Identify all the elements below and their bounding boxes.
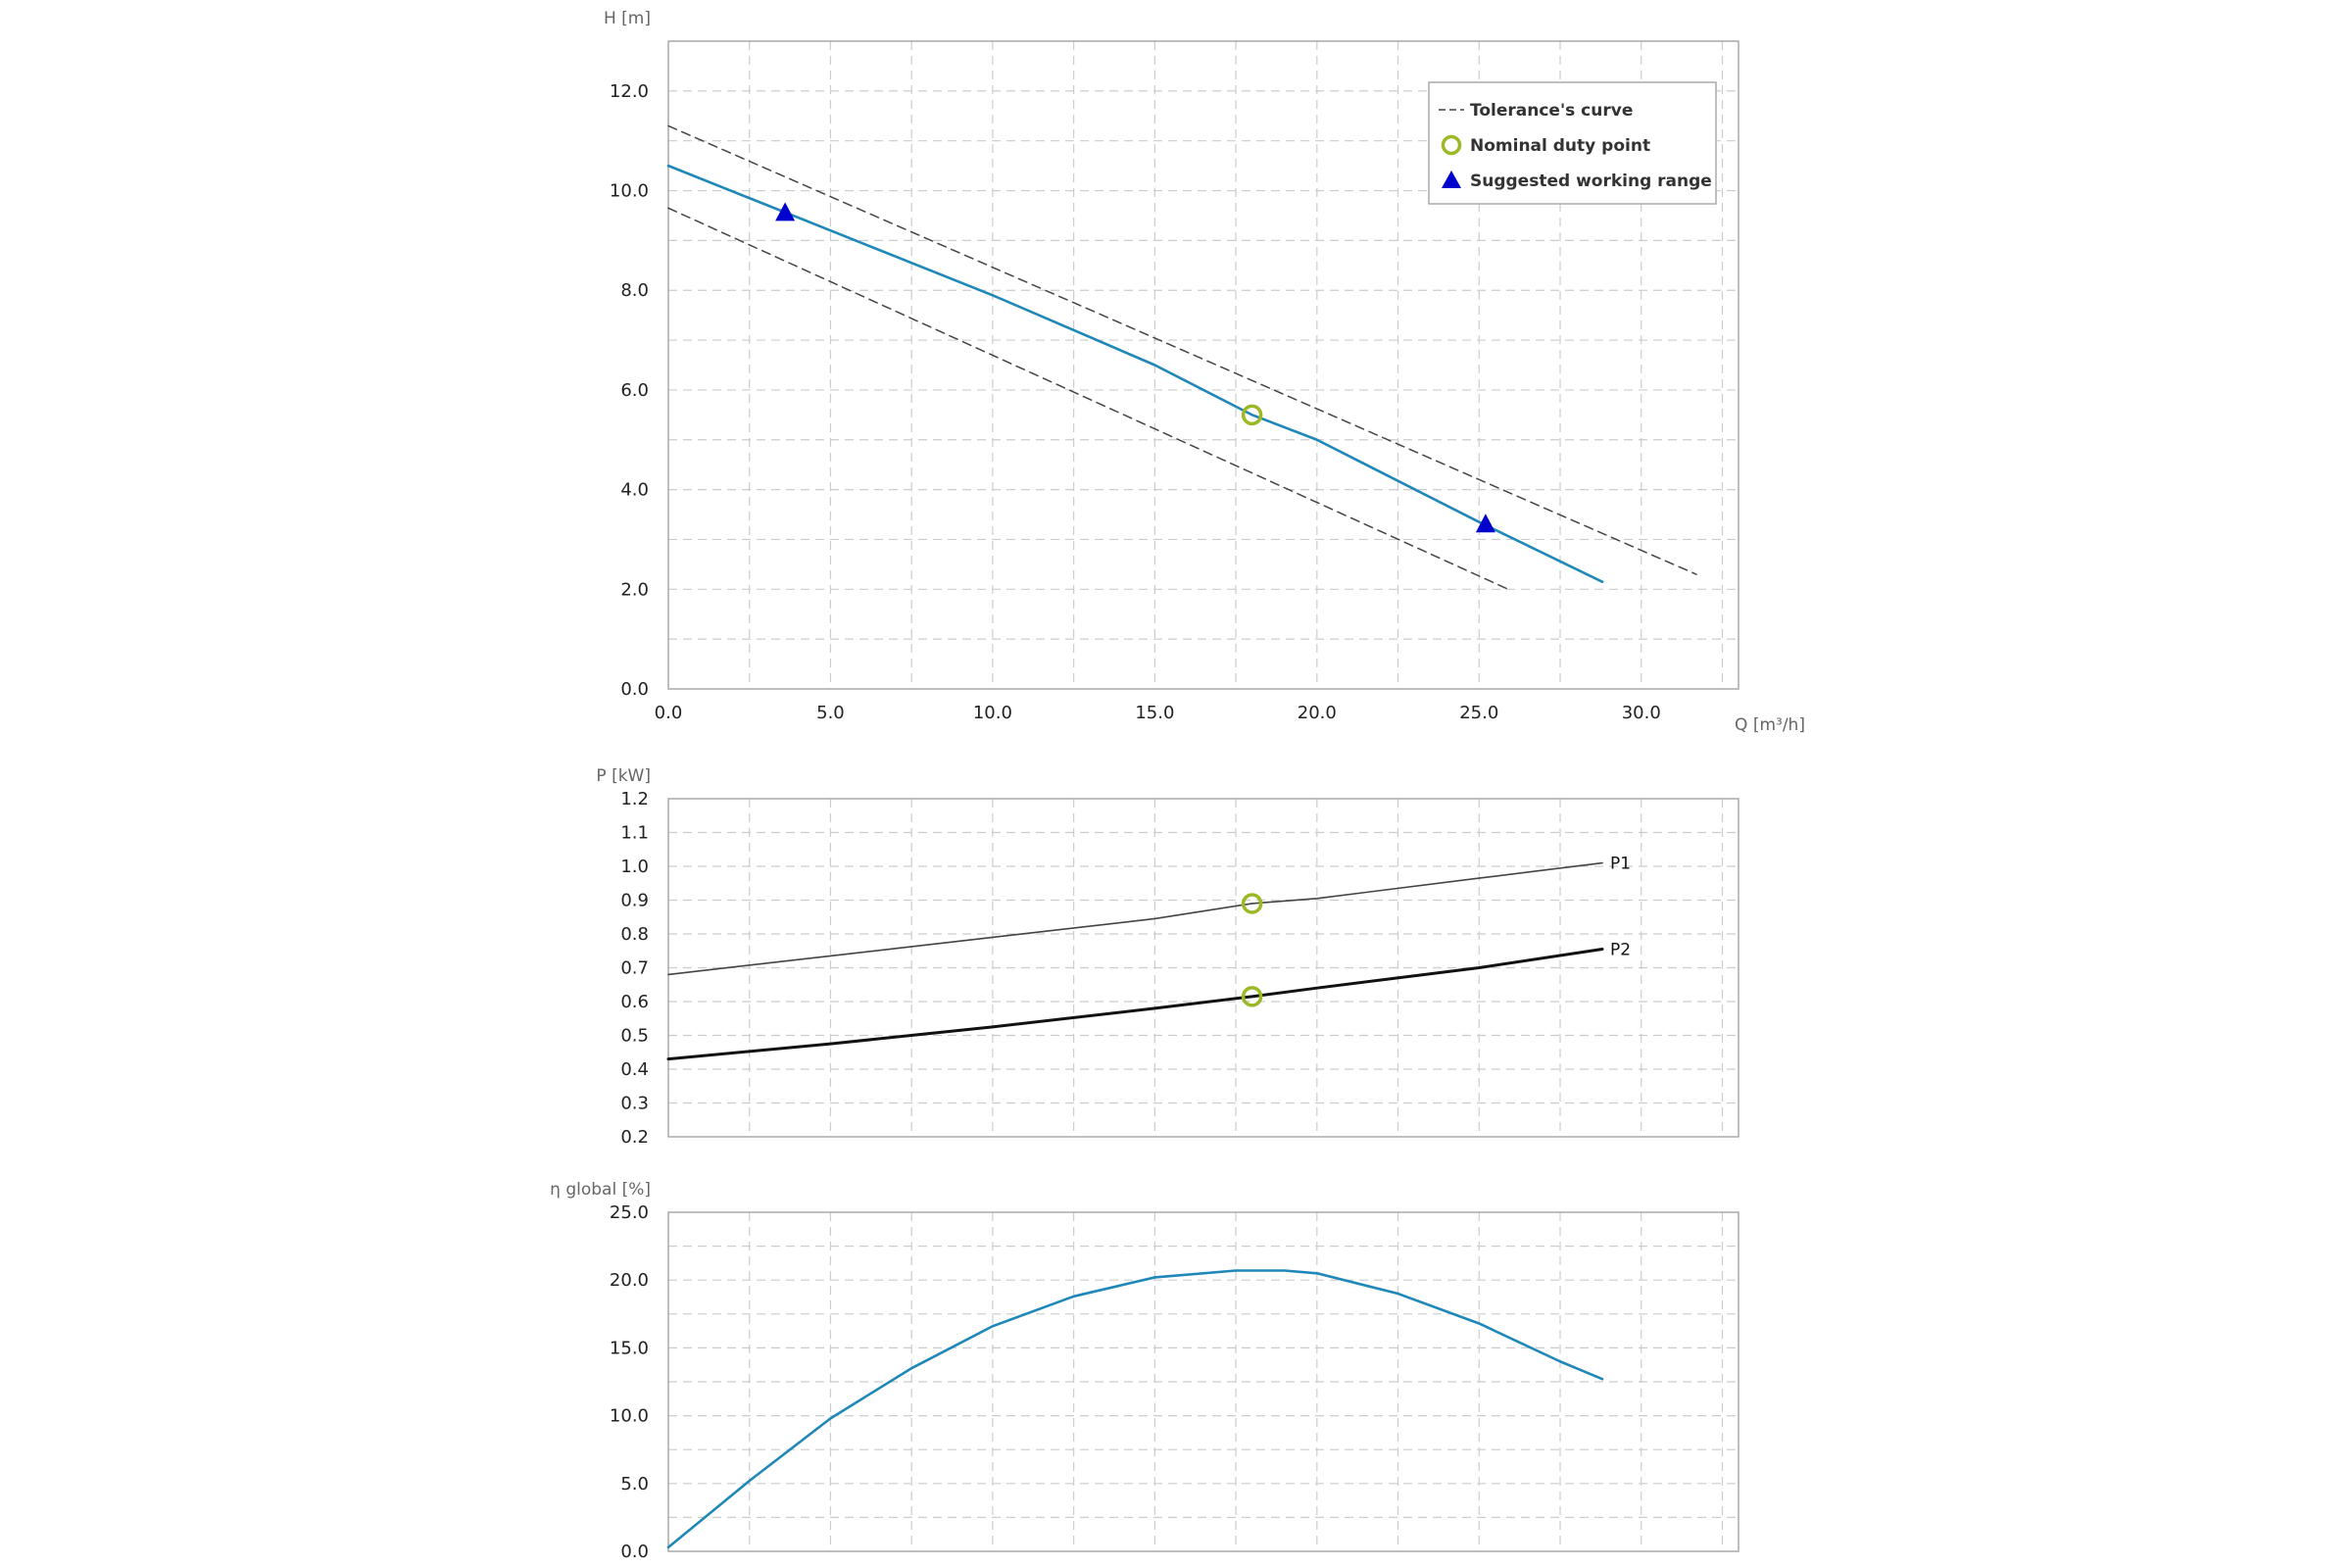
x-tick-label: 0.0	[655, 703, 683, 723]
series-p2-line	[666, 948, 1604, 1061]
power-chart: 0.2 0.3 0.4 0.5 0.6 0.7 0.8 0.9 1.0 1.1 1.2 P [kW] P…	[596, 766, 1740, 1148]
y-tick-label: 0.0	[620, 1542, 649, 1562]
y-tick-label: 10.0	[610, 1406, 649, 1427]
y-tick-label: 1.2	[620, 789, 649, 809]
efficiency-chart: 0.0 5.0 10.0 15.0 20.0 25.0η global [%]	[550, 1180, 1740, 1562]
x-tick-label: 5.0	[816, 703, 845, 723]
y-tick-label: 2.0	[620, 579, 649, 600]
y-tick-label: 4.0	[620, 480, 649, 501]
legend-box	[1428, 81, 1717, 205]
x-axis-title: Q [m³/h]	[1735, 715, 1805, 735]
legend: Tolerance's curve Nominal duty point Sugge…	[1428, 81, 1717, 205]
y-axis-title: H [m]	[604, 9, 651, 28]
nominal-duty-point-marker	[1241, 404, 1263, 426]
plot-frame	[667, 798, 1740, 1138]
y-tick-label: 10.0	[610, 181, 649, 202]
y-tick-label: 20.0	[610, 1270, 649, 1291]
plot-frame	[667, 1211, 1740, 1552]
y-tick-label: 0.4	[620, 1059, 649, 1080]
working-range-marker	[1475, 514, 1495, 533]
y-tick-label: 0.0	[620, 679, 649, 700]
y-tick-label: 1.0	[620, 857, 649, 877]
x-tick-label: 30.0	[1622, 703, 1661, 723]
y-tick-label: 0.9	[620, 891, 649, 911]
y-axis-title: η global [%]	[550, 1180, 651, 1200]
series-label-p2: P2	[1610, 941, 1631, 960]
nominal-duty-point-marker	[1241, 986, 1263, 1007]
y-tick-label: 25.0	[610, 1202, 649, 1223]
x-tick-label: 10.0	[973, 703, 1012, 723]
y-tick-label: 15.0	[610, 1338, 649, 1358]
y-tick-label: 8.0	[620, 280, 649, 301]
series-line	[666, 1269, 1604, 1549]
y-tick-label: 0.8	[620, 924, 649, 945]
y-tick-label: 1.1	[620, 823, 649, 844]
plot-frame	[667, 40, 1740, 690]
legend-open-circle-icon	[1441, 134, 1462, 156]
series-p1-line	[667, 861, 1603, 976]
legend-triangle-icon	[1442, 171, 1461, 188]
nominal-duty-point-marker	[1241, 893, 1263, 914]
y-tick-label: 12.0	[610, 81, 649, 102]
x-tick-label: 15.0	[1135, 703, 1174, 723]
tolerance-lower-line	[667, 207, 1509, 591]
legend-label: Nominal duty point	[1470, 136, 1650, 156]
tolerance-upper-line	[667, 124, 1697, 575]
legend-label: Suggested working range	[1470, 172, 1712, 191]
y-tick-label: 0.2	[620, 1127, 649, 1148]
y-tick-label: 0.7	[620, 958, 649, 979]
y-tick-label: 5.0	[620, 1474, 649, 1494]
y-axis-title: P [kW]	[596, 766, 651, 786]
y-tick-label: 0.3	[620, 1094, 649, 1114]
legend-label: Tolerance's curve	[1470, 101, 1633, 121]
working-range-marker	[775, 202, 796, 221]
series-label-p1: P1	[1610, 855, 1631, 874]
y-tick-label: 6.0	[620, 380, 649, 401]
x-tick-label: 25.0	[1459, 703, 1498, 723]
y-tick-label: 0.5	[620, 1026, 649, 1047]
pump-curve-line	[666, 164, 1604, 583]
y-tick-label: 0.6	[620, 992, 649, 1012]
head-chart: 0.0 2.0 4.0 6.0 8.0 10.0 12.0 H [m] 0.0 5.0 10.0 15…	[604, 9, 1805, 735]
x-tick-label: 20.0	[1298, 703, 1337, 723]
